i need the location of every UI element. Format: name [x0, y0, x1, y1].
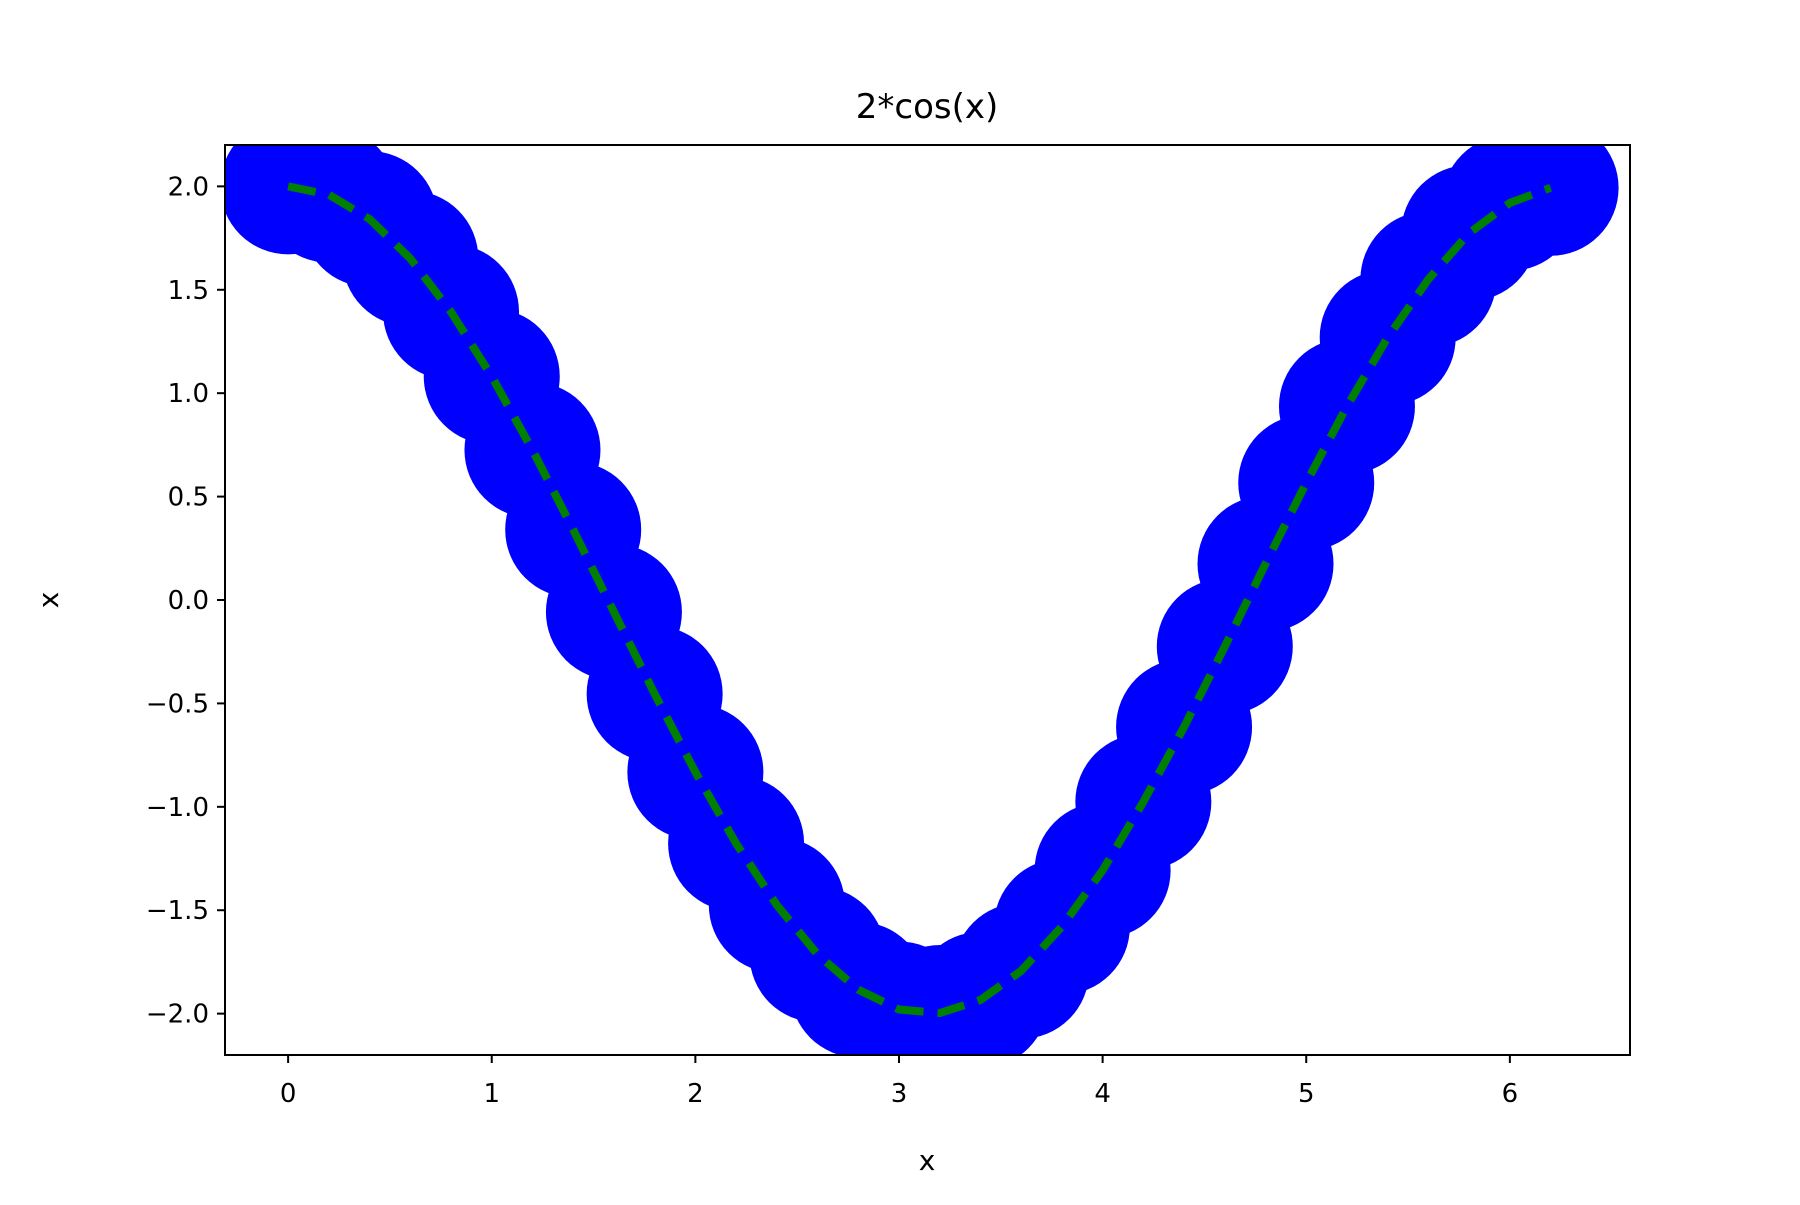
y-axis: 2.0 1.5 1.0 0.5 0.0 −0.5 −1.0 −1.5 −2.0	[146, 172, 225, 1030]
plot-area	[225, 145, 1619, 1055]
y-axis-label: x	[32, 592, 65, 609]
data-point-marker	[1482, 145, 1619, 256]
x-tick-label: 5	[1298, 1079, 1315, 1109]
series-line	[287, 182, 1552, 1018]
y-tick-label: −2.0	[146, 1000, 209, 1030]
y-tick-label: 1.0	[168, 379, 209, 409]
x-tick-label: 1	[483, 1079, 500, 1109]
y-tick-label: 0.5	[168, 483, 209, 513]
x-tick-label: 3	[891, 1079, 908, 1109]
x-tick-label: 2	[687, 1079, 704, 1109]
y-tick-label: −1.5	[146, 896, 209, 926]
x-tick-label: 4	[1094, 1079, 1111, 1109]
y-tick-label: −0.5	[146, 689, 209, 719]
x-axis-label: x	[919, 1144, 936, 1177]
x-tick-label: 0	[280, 1079, 297, 1109]
y-tick-label: −1.0	[146, 793, 209, 823]
x-axis: 0 1 2 3 4 5 6	[280, 1055, 1518, 1109]
chart-title: 2*cos(x)	[856, 87, 999, 127]
x-tick-label: 6	[1502, 1079, 1519, 1109]
y-tick-label: 0.0	[168, 586, 209, 616]
marker-layer	[225, 145, 1619, 1055]
y-tick-label: 1.5	[168, 276, 209, 306]
y-tick-label: 2.0	[168, 172, 209, 202]
